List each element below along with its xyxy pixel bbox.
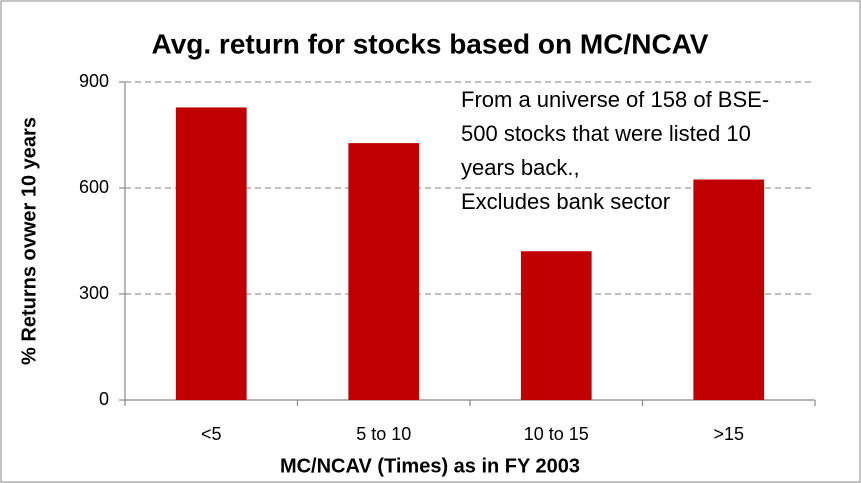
bar [175, 107, 247, 400]
x-tick-label: <5 [201, 424, 222, 444]
annotation: Excludes bank sector [461, 189, 670, 214]
x-axis-label: MC/NCAV (Times) as in FY 2003 [280, 455, 580, 477]
annotation: From a universe of 158 of BSE- [461, 87, 769, 112]
bar [693, 179, 765, 400]
bar [520, 251, 592, 400]
annotation: years back., [461, 155, 580, 180]
y-tick-label: 900 [79, 71, 109, 91]
annotation: 500 stocks that were listed 10 [461, 121, 751, 146]
x-tick-label: >15 [713, 424, 744, 444]
y-tick-label: 300 [79, 283, 109, 303]
y-axis-label: % Returns ovwer 10 years [18, 117, 40, 365]
y-tick-label: 600 [79, 177, 109, 197]
x-tick-label: 5 to 10 [356, 424, 411, 444]
x-tick-label: 10 to 15 [524, 424, 589, 444]
chart-title: Avg. return for stocks based on MC/NCAV [152, 28, 709, 59]
bar [348, 143, 420, 401]
y-tick-label: 0 [99, 389, 109, 409]
